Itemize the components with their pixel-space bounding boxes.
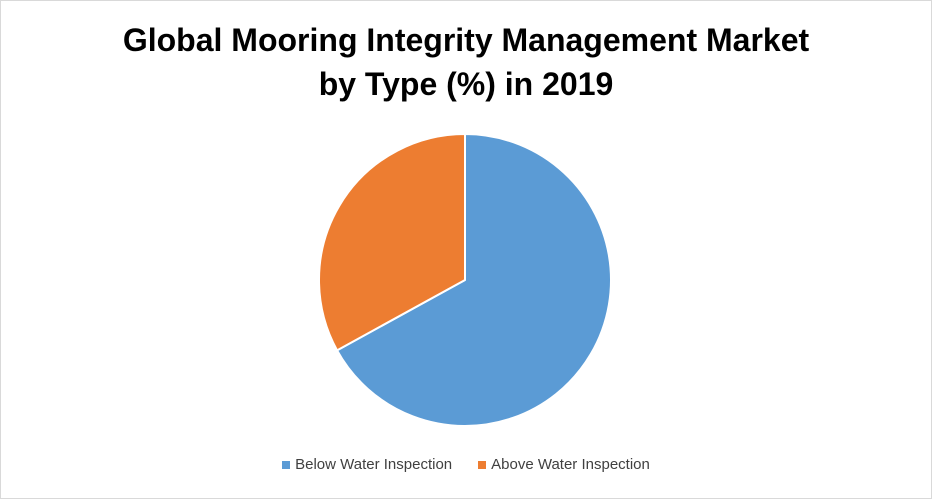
chart-title: Global Mooring Integrity Management Mark… <box>0 18 932 106</box>
pie-slice-below-water <box>336 133 612 427</box>
legend-label-above-water: Above Water Inspection <box>491 456 650 473</box>
legend-label-below-water: Below Water Inspection <box>295 456 453 473</box>
legend-swatch-below-water <box>282 460 291 469</box>
legend-swatch-above-water <box>478 460 487 469</box>
chart-title-line-2: by Type (%) in 2019 <box>318 66 614 102</box>
chart-legend: Below Water Inspection Above Water Inspe… <box>0 456 932 473</box>
legend-item-below-water: Below Water Inspection <box>282 456 452 473</box>
pie-slice-above-water <box>318 133 466 352</box>
legend-item-above-water: Above Water Inspection <box>478 456 650 473</box>
chart-title-line-1: Global Mooring Integrity Management Mark… <box>122 22 810 58</box>
